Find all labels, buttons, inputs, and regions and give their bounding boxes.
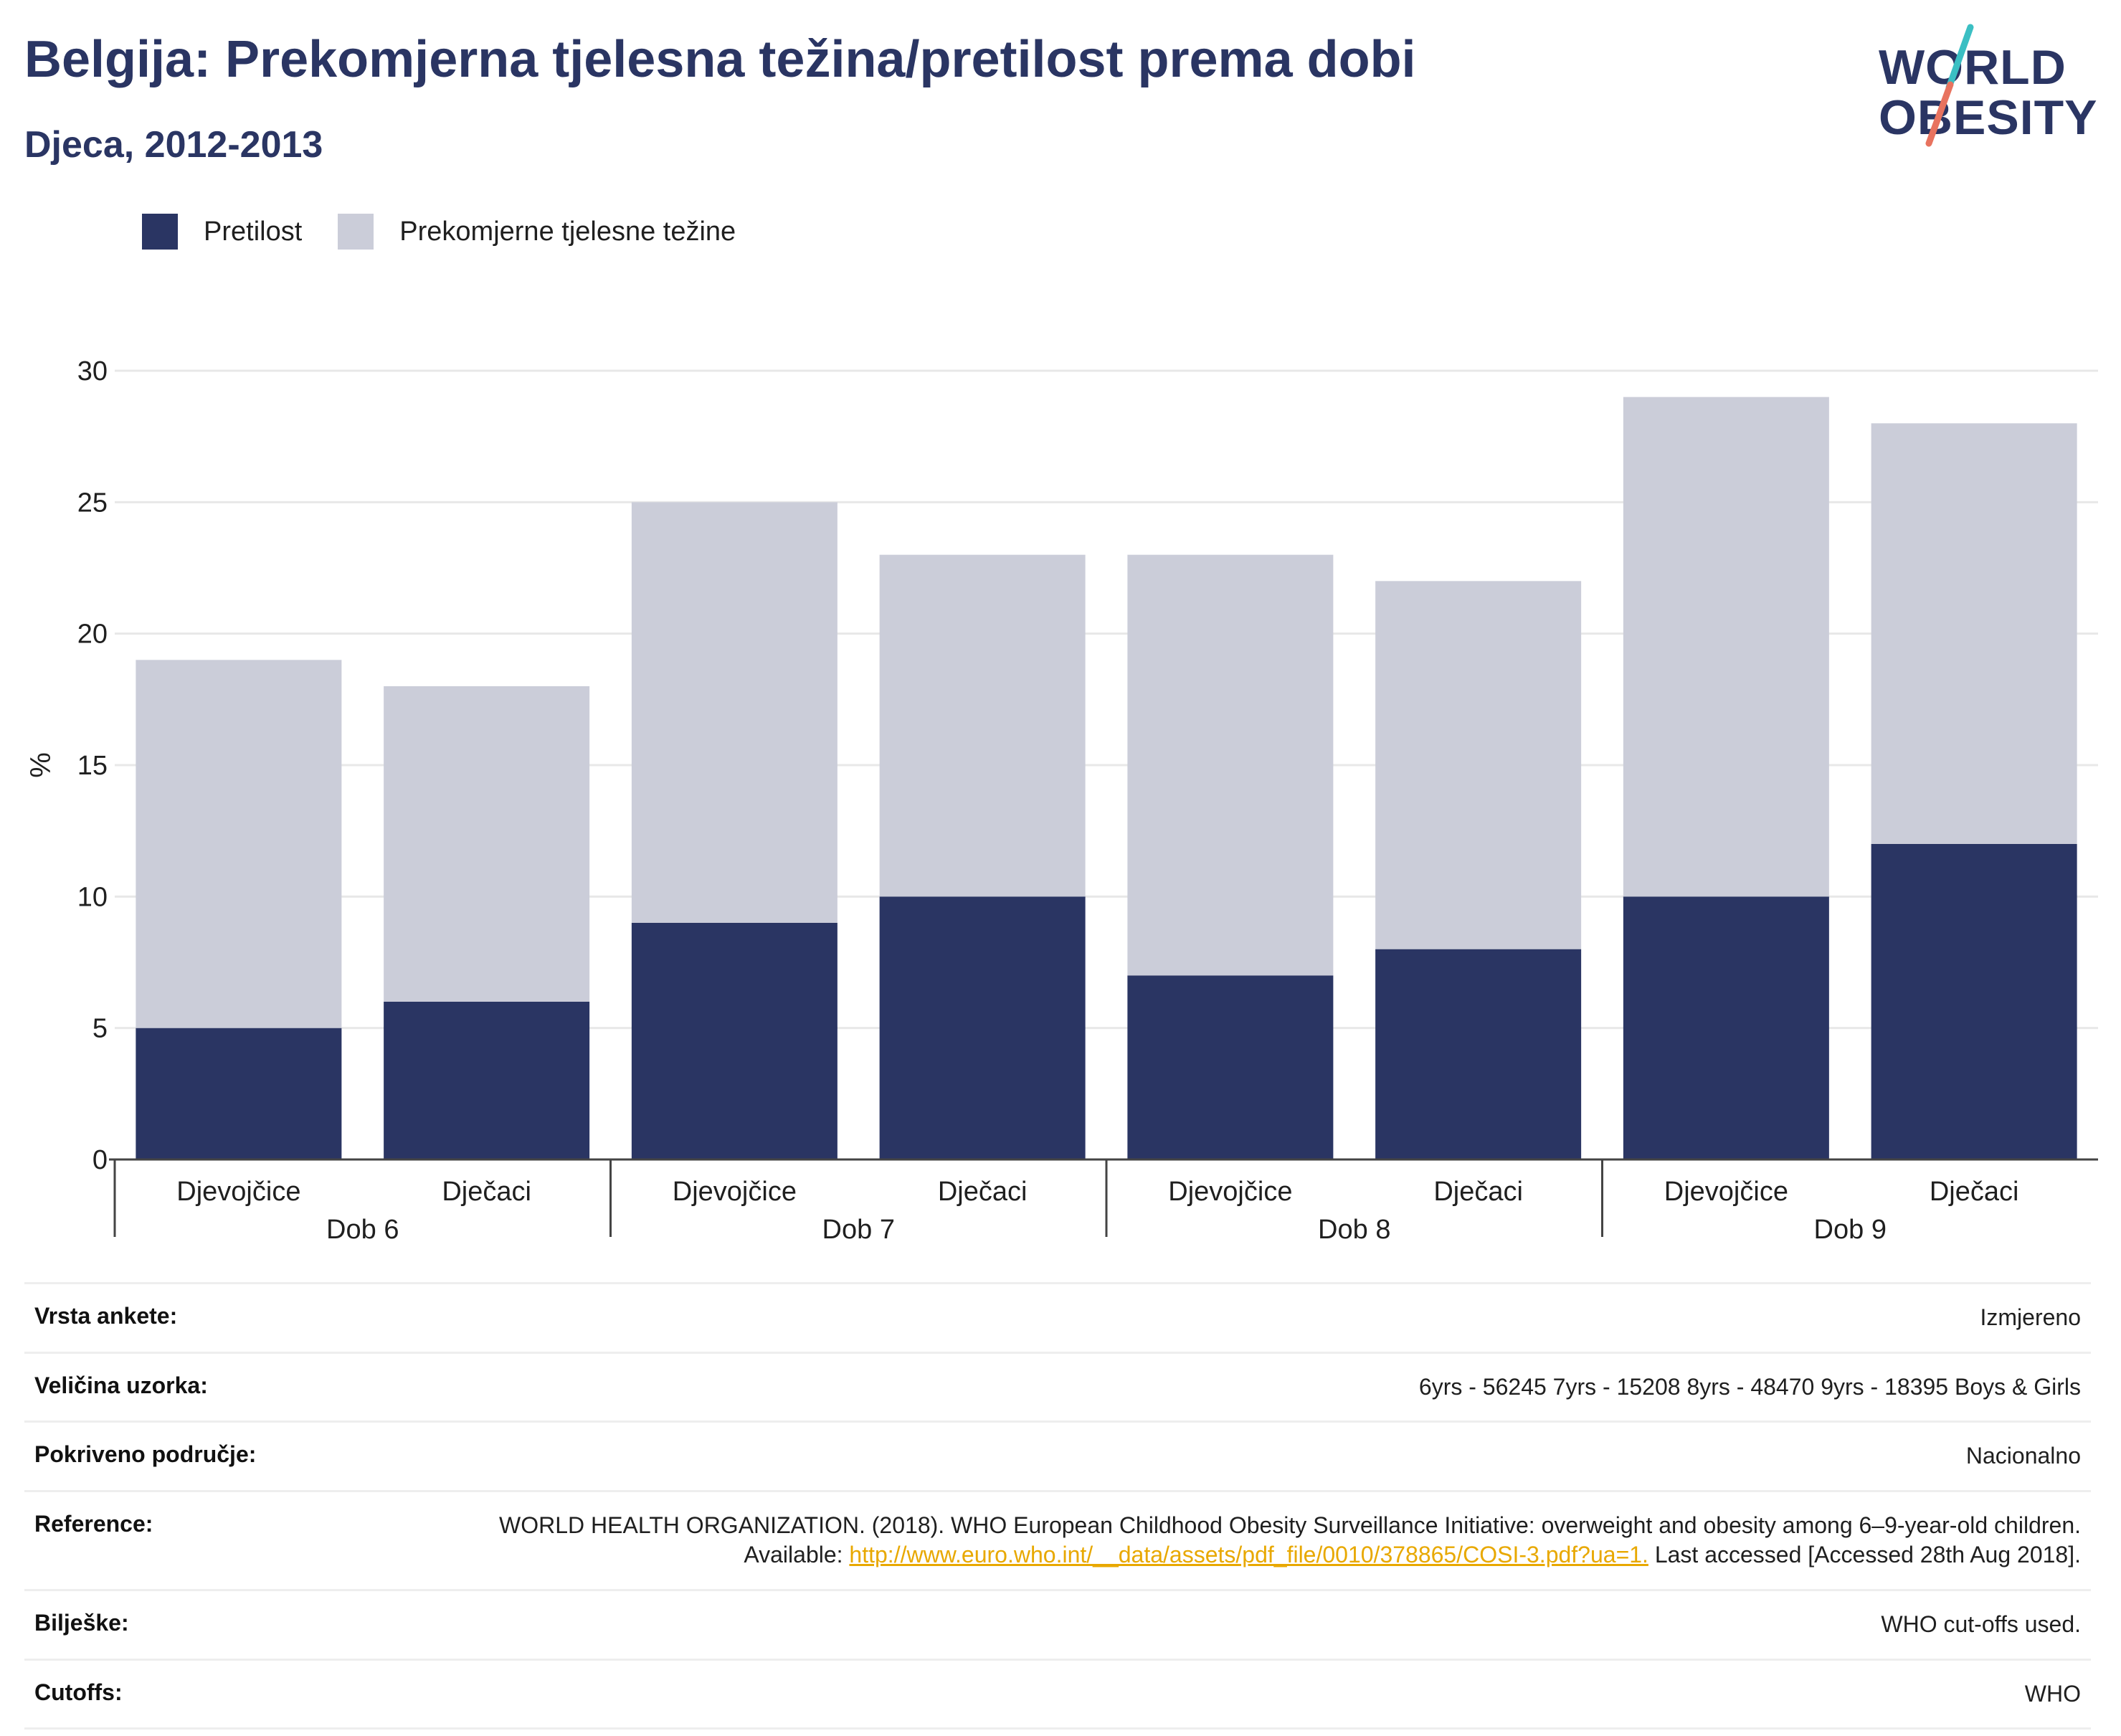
bar-overweight — [1127, 554, 1334, 976]
bar-overweight — [1871, 423, 2077, 844]
x-group-label: Dob 8 — [1318, 1215, 1390, 1245]
x-category-label: Djevojčice — [673, 1177, 797, 1207]
bar-overweight — [136, 660, 342, 1028]
legend-item-obesity[interactable]: Pretilost — [142, 214, 302, 250]
y-tick-label: 15 — [77, 751, 108, 781]
chart-legend: Pretilost Prekomjerne tjelesne težine — [142, 214, 772, 250]
logo-line-2: OBESITY — [1879, 90, 2098, 145]
info-row-reference: Reference: WORLD HEALTH ORGANIZATION. (2… — [24, 1491, 2091, 1590]
y-tick-label: 25 — [77, 488, 108, 518]
bar-obesity — [879, 896, 1086, 1159]
chart-subtitle: Djeca, 2012-2013 — [24, 124, 323, 166]
bar-obesity — [384, 1002, 590, 1159]
x-category-label: Djevojčice — [1168, 1177, 1292, 1207]
bar-obesity — [1871, 844, 2077, 1159]
info-value: 6yrs - 56245 7yrs - 15208 8yrs - 48470 9… — [1418, 1373, 2081, 1400]
info-row-area-covered: Pokriveno područje: Nacionalno — [24, 1421, 2091, 1491]
reference-text: WORLD HEALTH ORGANIZATION. (2018). WHO E… — [499, 1512, 2081, 1568]
reference-link[interactable]: http://www.euro.who.int/__data/assets/pd… — [849, 1542, 1648, 1568]
reference-accessed: Last accessed [Accessed 28th Aug 2018]. — [1654, 1542, 2081, 1568]
info-value: Nacionalno — [1965, 1443, 2081, 1469]
info-row-survey-type: Vrsta ankete: Izmjereno — [24, 1283, 2091, 1353]
bar-overweight — [1623, 397, 1829, 897]
info-value: Izmjereno — [1980, 1304, 2082, 1330]
bar-overweight — [879, 554, 1086, 897]
x-group-label: Dob 9 — [1814, 1215, 1887, 1245]
bar-obesity — [631, 923, 838, 1159]
info-value: WORLD HEALTH ORGANIZATION. (2018). WHO E… — [475, 1491, 2091, 1590]
y-tick-label: 20 — [77, 620, 108, 650]
bar-overweight — [1375, 581, 1582, 949]
x-group-label: Dob 6 — [326, 1215, 399, 1245]
y-tick-label: 5 — [92, 1014, 108, 1044]
x-category-label: Dječaci — [1930, 1177, 2019, 1207]
legend-label-obesity: Pretilost — [204, 216, 303, 247]
logo-slash-icon — [1925, 24, 1974, 147]
legend-item-overweight[interactable]: Prekomjerne tjelesne težine — [338, 214, 736, 250]
world-obesity-logo: WORLD OBESITY — [1864, 22, 2108, 151]
legend-swatch-overweight — [338, 214, 374, 250]
legend-label-overweight: Prekomjerne tjelesne težine — [399, 216, 736, 247]
bar-obesity — [1127, 975, 1334, 1159]
info-row-sample-size: Veličina uzorka: 6yrs - 56245 7yrs - 152… — [24, 1352, 2091, 1422]
info-value: WHO — [2024, 1680, 2081, 1707]
bar-overweight — [384, 686, 590, 1002]
info-row-notes: Bilješke: WHO cut-offs used. — [24, 1590, 2091, 1660]
bar-obesity — [1375, 949, 1582, 1159]
info-value: WHO cut-offs used. — [1881, 1611, 2081, 1637]
info-label: Cutoffs: — [34, 1679, 123, 1705]
y-tick-label: 30 — [77, 356, 108, 386]
info-label: Bilješke: — [34, 1609, 129, 1636]
info-label: Vrsta ankete: — [34, 1303, 178, 1329]
info-row-cutoffs: Cutoffs: WHO — [24, 1659, 2091, 1729]
survey-info-table: Vrsta ankete: Izmjereno Veličina uzorka:… — [24, 1282, 2091, 1730]
y-tick-label: 0 — [92, 1145, 108, 1175]
x-group-label: Dob 7 — [822, 1215, 895, 1245]
x-category-label: Dječaci — [1433, 1177, 1523, 1207]
bar-obesity — [1623, 896, 1829, 1159]
chart-title: Belgija: Prekomjerna tjelesna težina/pre… — [24, 31, 1416, 88]
info-label: Pokriveno područje: — [34, 1441, 257, 1468]
bar-obesity — [136, 1028, 342, 1159]
x-category-label: Dječaci — [442, 1177, 531, 1207]
x-category-label: Djevojčice — [176, 1177, 300, 1207]
stacked-bar-chart: 0 5 10 15 20 25 30% Djevojčice Dječaci Dob 6 Djevo… — [25, 356, 2098, 1245]
logo-line-1: WORLD — [1879, 40, 2067, 95]
info-label: Veličina uzorka: — [34, 1372, 208, 1398]
y-axis-label: % — [25, 752, 57, 778]
y-tick-label: 10 — [77, 882, 108, 912]
x-category-label: Dječaci — [938, 1177, 1028, 1207]
x-category-label: Djevojčice — [1664, 1177, 1788, 1207]
legend-swatch-obesity — [142, 214, 178, 250]
info-label: Reference: — [34, 1510, 153, 1537]
bar-overweight — [631, 502, 838, 923]
